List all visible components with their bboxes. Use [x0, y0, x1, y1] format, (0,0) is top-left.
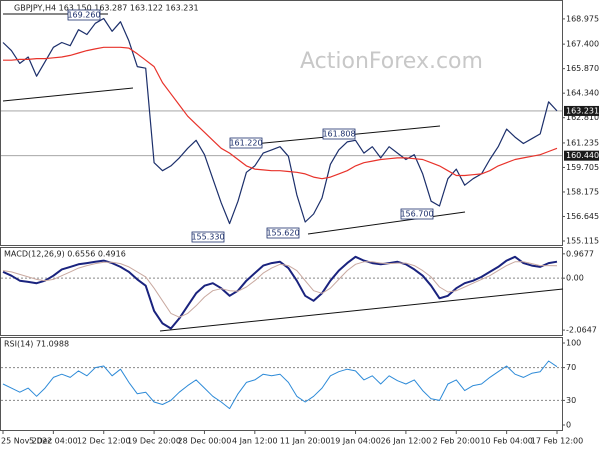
series-line	[2, 17, 558, 225]
y-tick-label: 165.870	[566, 64, 599, 73]
annotation-box	[191, 231, 225, 243]
y-tick-label: 158.175	[566, 187, 599, 196]
macd-panel-frame	[0, 247, 563, 336]
annotation-box	[400, 208, 434, 220]
series-line	[2, 360, 558, 410]
x-tick-label: 11 Jan 20:00	[280, 437, 331, 446]
y-tick-label: 70	[566, 363, 576, 372]
x-tick-label: 2 Feb 20:00	[433, 437, 480, 446]
x-tick-label: 28 Dec 00:00	[178, 437, 232, 446]
y-tick-label: 0.00	[566, 274, 584, 283]
price-panel-frame	[0, 0, 563, 246]
x-tick-label: 10 Feb 04:00	[480, 437, 532, 446]
annotation: 161.808	[322, 130, 355, 139]
watermark: ActionForex.com	[300, 49, 483, 74]
y-tick-label: 0.9677	[566, 249, 594, 258]
price-tag	[564, 150, 599, 161]
series-line	[3, 46, 558, 180]
x-tick-label: 25 Nov 2022	[1, 437, 52, 446]
annotation: 161.220	[229, 139, 262, 148]
trendline	[2, 87, 134, 102]
annotation-box	[229, 137, 263, 149]
y-tick-label: -2.0647	[566, 326, 597, 335]
x-tick-label: 12 Dec 12:00	[77, 437, 131, 446]
annotation: 169.260	[67, 11, 100, 20]
y-tick-label: 161.235	[566, 138, 599, 147]
rsi-panel-frame	[0, 337, 563, 431]
y-tick-label: 162.810	[566, 113, 599, 122]
price-tag-label: 163.231	[566, 106, 599, 115]
annotation-box	[266, 227, 300, 239]
series-line	[2, 261, 558, 318]
chart-title: GBPJPY,H4 163.150 163.287 163.122 163.23…	[14, 4, 199, 13]
x-tick-label: 26 Jan 12:00	[381, 437, 432, 446]
x-tick-label: 19 Dec 20:00	[127, 437, 181, 446]
panel-title: MACD(12,26,9) 0.6556 0.4916	[4, 250, 126, 259]
y-tick-label: 30	[566, 396, 576, 405]
y-tick-label: 155.115	[566, 236, 599, 245]
annotation: 155.620	[266, 229, 299, 238]
annotation: 156.700	[400, 210, 433, 219]
y-tick-label: 164.340	[566, 89, 599, 98]
y-tick-label: 159.705	[566, 163, 599, 172]
trendline	[159, 288, 564, 332]
annotation: 155.330	[191, 233, 224, 242]
x-tick-label: 19 Jan 04:00	[330, 437, 381, 446]
series-line	[2, 255, 558, 330]
y-tick-label: 0	[566, 421, 571, 430]
panel-title: RSI(14) 71.0988	[4, 340, 69, 349]
annotation-box	[67, 9, 101, 21]
price-tag-label: 160.440	[566, 151, 599, 160]
y-tick-label: 100	[566, 339, 581, 348]
x-tick-label: 17 Feb 12:00	[531, 437, 583, 446]
x-tick-label: 4 Jan 12:00	[232, 437, 278, 446]
annotation-box	[322, 128, 356, 140]
price-tag	[564, 105, 599, 116]
y-tick-label: 167.400	[566, 40, 599, 49]
y-tick-label: 168.975	[566, 14, 599, 23]
x-tick-label: 5 Dec 04:00	[29, 437, 78, 446]
y-tick-label: 156.645	[566, 212, 599, 221]
trendline	[307, 211, 466, 235]
